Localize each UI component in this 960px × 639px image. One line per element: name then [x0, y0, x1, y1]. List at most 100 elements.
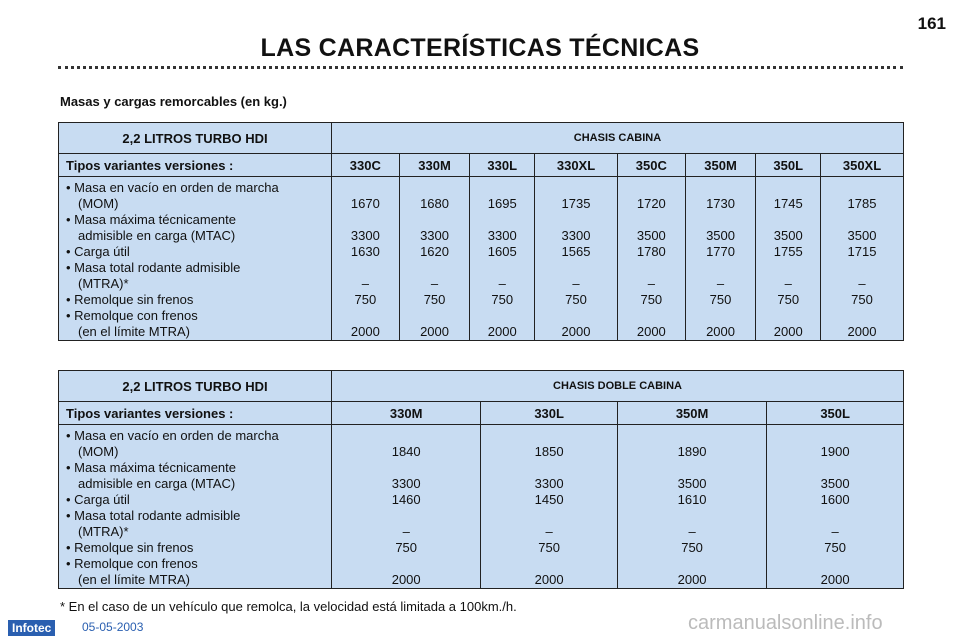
spacer — [481, 428, 617, 444]
value-cell: 3500 — [847, 228, 877, 243]
value-cell: 1565 — [561, 244, 591, 259]
spacer — [821, 260, 903, 276]
spacer — [756, 308, 820, 324]
model-values: 1695 3300 1605 –750 2000 — [469, 176, 536, 341]
value-cell: 750 — [851, 292, 873, 307]
model-values: 1735 3300 1565 –750 2000 — [534, 176, 618, 341]
spacer — [400, 180, 470, 196]
engine-header: 2,2 LITROS TURBO HDI — [58, 122, 332, 154]
spacer — [767, 460, 903, 476]
value-cell: 1890 — [677, 444, 707, 459]
value-cell: 1605 — [487, 244, 517, 259]
page-number: 161 — [917, 14, 946, 33]
row-label-line: • Masa en vacío en orden de marcha — [66, 428, 279, 443]
spacer — [470, 180, 534, 196]
spacer — [332, 212, 399, 228]
row-labels: • Masa en vacío en orden de marcha (MOM) •… — [58, 424, 332, 589]
value-cell: 1755 — [773, 244, 803, 259]
spacer — [470, 308, 534, 324]
model-values: 1745 3500 1755 –750 2000 — [755, 176, 822, 341]
row-label-line: (MOM) — [78, 196, 119, 211]
spacer — [767, 508, 903, 524]
value-cell: – — [858, 276, 866, 291]
value-cell: – — [498, 276, 506, 291]
spacer — [686, 180, 756, 196]
spacer — [470, 260, 534, 276]
row-label-line: admisible en carga (MTAC) — [78, 476, 236, 491]
value-cell: 2000 — [847, 324, 877, 339]
value-cell: 1450 — [534, 492, 564, 507]
value-cell: – — [831, 524, 839, 539]
model-header: 330L — [469, 153, 536, 177]
engine-header: 2,2 LITROS TURBO HDI — [58, 370, 332, 402]
tipos-header: Tipos variantes versiones : — [58, 401, 332, 425]
model-values: 1850 3300 1450 –750 2000 — [480, 424, 618, 589]
value-cell: 750 — [640, 292, 663, 307]
row-label-line: • Remolque con frenos — [66, 308, 198, 323]
value-cell: 1630 — [350, 244, 380, 259]
spacer — [686, 308, 756, 324]
value-cell: 750 — [824, 540, 846, 555]
model-header: 330L — [480, 401, 618, 425]
row-label-line: • Masa total rodante admisible — [66, 260, 241, 275]
spacer — [470, 212, 534, 228]
value-cell: 2000 — [534, 572, 564, 587]
page-title: LAS CARACTERÍSTICAS TÉCNICAS — [260, 34, 700, 62]
spacer — [332, 508, 480, 524]
value-cell: 750 — [395, 540, 418, 555]
row-labels: • Masa en vacío en orden de marcha (MOM) •… — [58, 176, 332, 341]
value-cell: 2000 — [773, 324, 803, 339]
value-cell: 1715 — [847, 244, 877, 259]
row-label-line: • Carga útil — [66, 492, 130, 507]
value-cell: 3500 — [773, 228, 803, 243]
value-cell: 2000 — [487, 324, 517, 339]
row-label-line: • Remolque con frenos — [66, 556, 198, 571]
row-label-line: • Remolque sin frenos — [66, 540, 194, 555]
value-cell: 3500 — [706, 228, 735, 243]
value-cell: 3300 — [391, 476, 421, 491]
model-header: 330M — [398, 153, 471, 177]
spacer — [756, 180, 820, 196]
model-values: 1680 3300 1620 –750 2000 — [398, 176, 471, 341]
spacer — [756, 212, 820, 228]
spacer — [535, 212, 617, 228]
chasis-header: CHASIS CABINA — [331, 122, 904, 154]
value-cell: 2000 — [391, 572, 421, 587]
model-header: 330M — [330, 401, 482, 425]
value-cell: 3300 — [487, 228, 517, 243]
spacer — [535, 180, 617, 196]
value-cell: – — [545, 524, 553, 539]
row-label-line: • Remolque sin frenos — [66, 292, 194, 307]
row-label-line: • Masa en vacío en orden de marcha — [66, 180, 279, 195]
spacer — [686, 212, 756, 228]
section-subtitle: Masas y cargas remorcables (en kg.) — [60, 94, 287, 109]
model-header: 350L — [766, 401, 904, 425]
value-cell: 2000 — [350, 324, 380, 339]
spacer — [618, 308, 685, 324]
spacer — [400, 308, 470, 324]
model-header: 330C — [331, 153, 400, 177]
spacer — [400, 260, 470, 276]
value-cell: 3500 — [820, 476, 850, 491]
spacer — [481, 508, 617, 524]
tipos-header: Tipos variantes versiones : — [58, 153, 332, 177]
value-cell: – — [430, 276, 439, 291]
value-cell: 1735 — [561, 196, 591, 211]
model-header: 330XL — [534, 153, 618, 177]
footnote: * En el caso de un vehículo que remolca,… — [60, 599, 517, 614]
spacer — [332, 180, 399, 196]
model-values: 1785 3500 1715 –750 2000 — [820, 176, 904, 341]
spacer — [332, 556, 480, 572]
value-cell: 750 — [538, 540, 560, 555]
value-cell: 1780 — [636, 244, 666, 259]
value-cell: 1600 — [820, 492, 850, 507]
value-cell: 1840 — [391, 444, 421, 459]
model-header: 350XL — [820, 153, 904, 177]
spacer — [618, 556, 766, 572]
row-label-line: (en el límite MTRA) — [78, 572, 190, 587]
row-label-line: (MTRA)* — [78, 276, 129, 291]
infotec-logo: Infotec — [8, 620, 56, 636]
watermark: carmanualsonline.info — [688, 612, 883, 634]
value-cell: 1745 — [773, 196, 803, 211]
value-cell: 1770 — [706, 244, 735, 259]
